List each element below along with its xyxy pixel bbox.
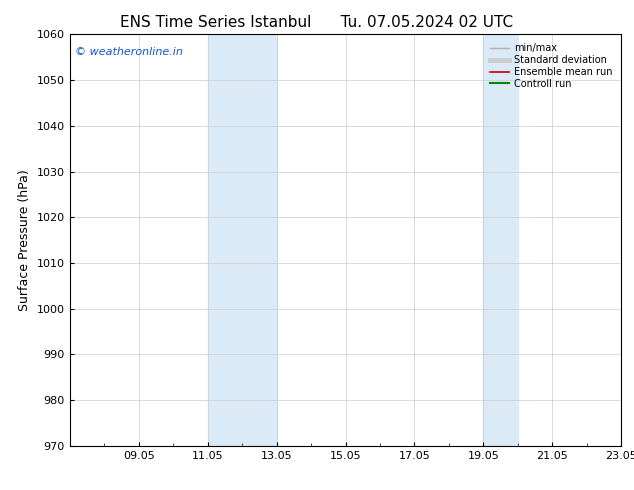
Legend: min/max, Standard deviation, Ensemble mean run, Controll run: min/max, Standard deviation, Ensemble me… bbox=[486, 39, 616, 93]
Bar bbox=[483, 34, 518, 446]
Text: © weatheronline.in: © weatheronline.in bbox=[75, 47, 183, 57]
Y-axis label: Surface Pressure (hPa): Surface Pressure (hPa) bbox=[18, 169, 31, 311]
Bar bbox=[208, 34, 276, 446]
Text: ENS Time Series Istanbul      Tu. 07.05.2024 02 UTC: ENS Time Series Istanbul Tu. 07.05.2024 … bbox=[120, 15, 514, 30]
